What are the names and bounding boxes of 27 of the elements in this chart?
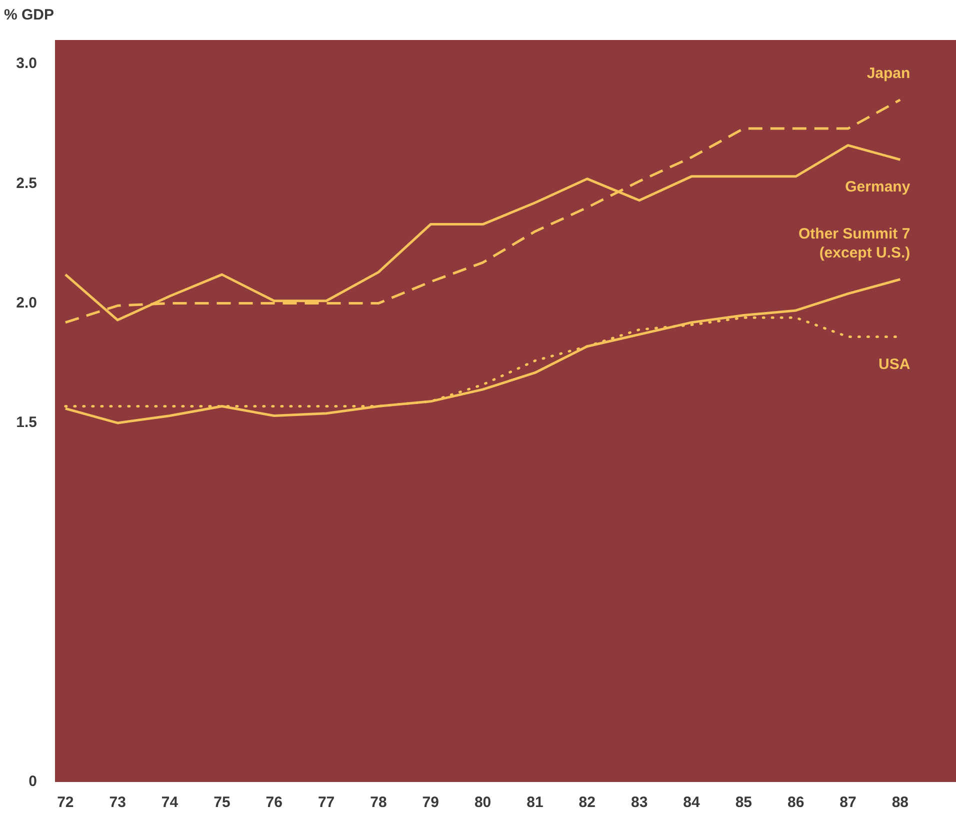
- series-label: Other Summit 7 (except U.S.): [798, 225, 910, 262]
- series-label: USA: [878, 356, 910, 373]
- x-tick-label: 74: [161, 794, 179, 812]
- y-tick-label: 1.5: [16, 414, 37, 432]
- x-tick-label: 77: [318, 794, 335, 812]
- x-tick-label: 75: [214, 794, 230, 812]
- y-axis-title: % GDP: [4, 6, 54, 24]
- y-tick-label: 0: [28, 773, 37, 790]
- x-tick-label: 85: [735, 794, 752, 812]
- x-tick-label: 84: [683, 794, 700, 812]
- x-tick-label: 80: [474, 794, 492, 812]
- x-tick-label: 88: [892, 794, 909, 812]
- x-tick-label: 73: [109, 794, 126, 812]
- y-tick-label: 2.0: [16, 294, 37, 312]
- x-tick-label: 81: [526, 794, 544, 812]
- x-tick-label: 78: [370, 794, 387, 812]
- x-tick-label: 82: [578, 794, 596, 812]
- series-label: Germany: [845, 178, 911, 196]
- x-tick-label: 79: [422, 794, 439, 812]
- x-tick-label: 72: [57, 794, 74, 812]
- x-tick-label: 86: [787, 794, 804, 812]
- series-label: Japan: [866, 64, 910, 82]
- y-tick-label: 2.5: [16, 174, 37, 192]
- x-tick-label: 87: [840, 794, 856, 812]
- x-tick-label: 83: [630, 794, 648, 812]
- y-tick-label: 3.0: [16, 55, 37, 72]
- x-tick-label: 76: [266, 794, 282, 812]
